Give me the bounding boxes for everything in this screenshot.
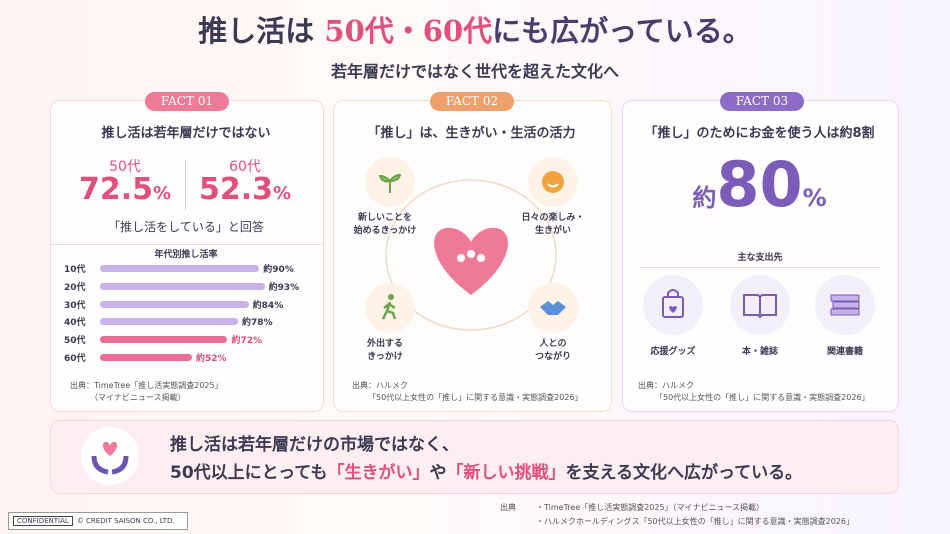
item-label: 日々の楽しみ・ 生きがい — [521, 213, 585, 236]
title-highlight: 50代・60代 — [324, 14, 493, 48]
confidential-box: CONFIDENTIAL © CREDIT SAISON CO., LTD. — [8, 512, 188, 530]
value-label: 約52% — [196, 354, 227, 364]
source: 「50代以上女性の「推し」に関する意識・実態調査2026」 — [655, 393, 870, 402]
big-unit: % — [802, 184, 827, 212]
value-label: 約78% — [242, 318, 273, 329]
category-label: 40代 — [64, 318, 86, 329]
icon — [643, 275, 703, 335]
banner-line: 推し活は若年層だけの市場ではなく、 — [170, 435, 459, 455]
value-label: 約90% — [263, 265, 294, 275]
banner — [50, 420, 899, 494]
icon — [815, 275, 875, 335]
value-label: 約84% — [252, 300, 284, 311]
stat-label: 60代 — [229, 159, 261, 175]
banner-highlight: 「新しい挑戦」 — [446, 463, 566, 483]
bar — [100, 354, 193, 361]
stat-value: 72.5 — [78, 172, 153, 207]
footer-label: 出典 — [500, 503, 516, 512]
caption: 「推し活をしている」と回答 — [108, 220, 264, 234]
source: 出典：ハルメク — [352, 381, 408, 390]
bar — [100, 265, 260, 272]
item-label: 新しいことを 始めるきっかけ — [353, 213, 417, 236]
chart-title: 年代別推し活率 — [50, 244, 322, 260]
value-label: 約72% — [231, 336, 262, 347]
heading: 「推し」は、生きがい・生活の活力 — [367, 126, 576, 141]
heading: 推し活は若年層だけではない — [101, 126, 271, 141]
stat-label: 50代 — [109, 159, 141, 175]
badge: FACT 03 — [720, 92, 804, 111]
title-part: にも広がっている。 — [492, 14, 752, 48]
category-label: 60代 — [64, 354, 86, 364]
sub-heading: 主な支出先 — [640, 250, 880, 268]
copyright: © CREDIT SAISON CO., LTD. — [76, 517, 175, 525]
value-label: 約93% — [268, 282, 300, 293]
heading: 「推し」のためにお金を使う人は約8割 — [644, 126, 875, 141]
category-label: 20代 — [64, 282, 86, 293]
divider — [185, 160, 186, 210]
big-value: 80 — [716, 148, 803, 221]
category-label: 10代 — [64, 265, 86, 275]
item-label: 関連書籍 — [826, 347, 863, 357]
item-label: 人との つながり — [534, 339, 571, 362]
bar — [100, 300, 249, 308]
bar — [100, 336, 228, 344]
source: 出典：TimeTree「推し活実態調査2025」 — [70, 381, 223, 390]
source: 「50代以上女性の「推し」に関する意識・実態調査2026」 — [368, 393, 583, 402]
icon — [528, 283, 578, 333]
badge: FACT 02 — [430, 92, 514, 111]
banner-text: 50代以上にとっても — [170, 463, 328, 483]
stat-unit: % — [152, 183, 172, 204]
icon — [365, 157, 415, 207]
banner-text: を支える文化へ広がっている。 — [565, 463, 803, 483]
stat-value: 52.3 — [198, 172, 273, 207]
icon — [528, 157, 578, 207]
fact2-graphic — [385, 179, 557, 331]
title: 推し活は 50代・60代にも広がっている。 — [0, 8, 950, 50]
category-label: 30代 — [64, 300, 86, 311]
item-label: 応援グッズ — [650, 347, 696, 357]
confidential: CONFIDENTIAL — [13, 516, 73, 526]
stat-unit: % — [272, 183, 292, 204]
source: （マイナビニュース掲載） — [90, 393, 186, 402]
footer-source: ・ハルメクホールディングス「50代以上女性の「推し」に関する意識・実態調査202… — [536, 517, 854, 526]
bar — [100, 282, 265, 290]
title-part: 推し活は — [198, 14, 315, 48]
banner-text: や — [429, 463, 447, 483]
big-prefix: 約 — [692, 184, 717, 212]
footer-source: ・TimeTree「推し活実態調査2025」（マイナビニュース掲載） — [536, 503, 765, 512]
category-label: 50代 — [64, 336, 86, 347]
icon — [730, 275, 790, 335]
badge: FACT 01 — [145, 92, 229, 111]
source: 出典：ハルメク — [638, 381, 694, 390]
item-label: 外出する きっかけ — [366, 339, 403, 362]
fact3-panel — [622, 100, 899, 412]
item-label: 本・雑誌 — [741, 347, 778, 357]
bar — [100, 318, 239, 326]
icon — [365, 283, 415, 333]
banner-icon — [81, 427, 139, 485]
banner-highlight: 「生きがい」 — [327, 463, 430, 483]
subtitle: 若年層だけではなく世代を超えた文化へ — [330, 62, 619, 81]
